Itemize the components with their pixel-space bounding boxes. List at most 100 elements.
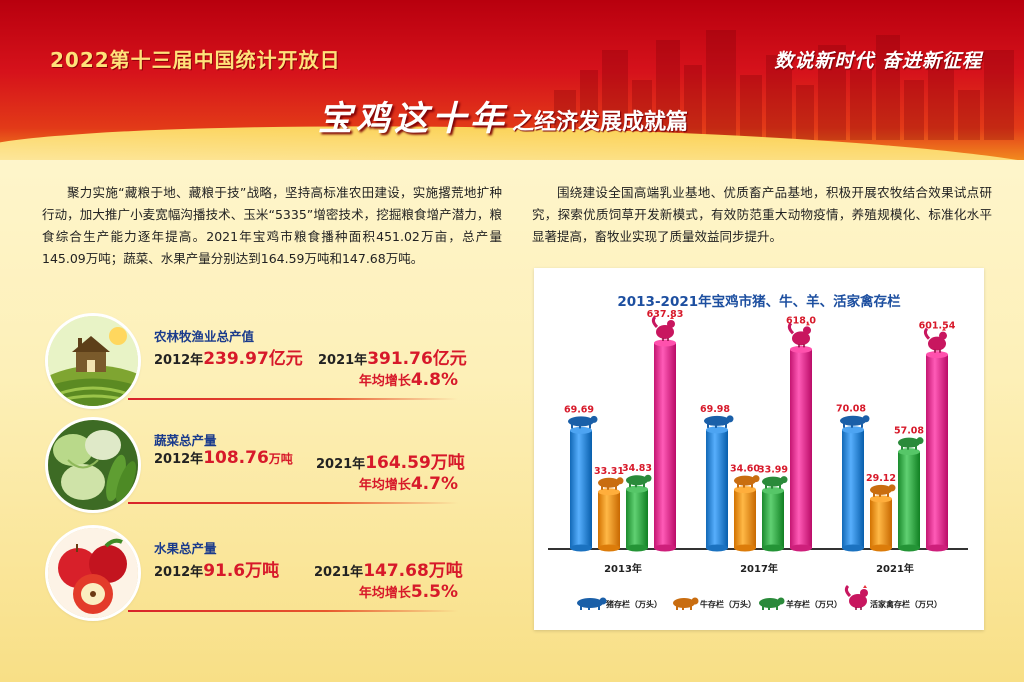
stat-2012: 2012年91.6万吨 <box>154 556 279 581</box>
sheep-icon <box>762 476 788 489</box>
bar-cattle <box>870 498 892 548</box>
stat-divider <box>128 610 458 612</box>
stat-2021: 2021年147.68万吨 <box>314 556 463 581</box>
stat-block-agriculture: 农林牧渔业总产值 2012年239.97亿元 2021年391.76亿元 年均增… <box>48 316 468 412</box>
stat-growth: 年均增长4.7% <box>359 474 458 494</box>
bar-chicken <box>790 349 812 548</box>
stat-year-label: 2021年 <box>316 457 366 472</box>
stat-unit: 万吨 <box>268 452 293 466</box>
bar-cap <box>570 426 592 434</box>
bar-cap <box>706 426 728 434</box>
event-title: 2022第十三届中国统计开放日 <box>50 48 341 72</box>
livestock-chart-card: 69.69 33.31 34.83 637.83 2013年 69.98 34.60 33.9… <box>534 268 984 630</box>
x-tick-label: 2021年 <box>876 562 914 575</box>
stat-value: 147.68 <box>363 561 429 581</box>
stat-2012: 2012年239.97亿元 <box>154 344 303 369</box>
data-label: 29.12 <box>866 473 896 484</box>
x-tick-label: 2013年 <box>604 562 642 575</box>
stat-year-label: 2021年 <box>318 353 368 368</box>
bar-pig <box>570 430 592 548</box>
stat-divider <box>128 502 458 504</box>
bar-cap <box>870 495 892 503</box>
stat-year-label: 2012年 <box>154 565 204 580</box>
vegetables-icon <box>48 420 138 510</box>
main-title-calligraphy: 宝鸡这十年 <box>318 99 508 139</box>
bar-base <box>762 544 784 552</box>
data-label: 637.83 <box>647 309 684 320</box>
stat-growth: 年均增长4.8% <box>359 370 458 390</box>
bar-cattle <box>598 491 620 548</box>
cattle-icon <box>734 475 760 488</box>
main-title-subtitle: 之经济发展成就篇 <box>512 110 689 135</box>
stat-title: 蔬菜总产量 <box>154 433 217 448</box>
farmhouse-icon <box>48 316 138 406</box>
stat-2021: 2021年164.59万吨 <box>316 448 465 473</box>
stat-year-label: 2021年 <box>314 565 364 580</box>
chicken-icon <box>651 315 675 341</box>
chicken-icon <box>787 322 811 348</box>
data-label: 70.08 <box>836 404 866 415</box>
bar-cap <box>762 487 784 495</box>
sheep-icon <box>898 437 924 450</box>
bar-chicken <box>926 354 948 548</box>
stat-2021: 2021年391.76亿元 <box>318 344 467 369</box>
legend-label: 羊存栏（万只） <box>786 599 842 609</box>
bar-base <box>842 544 864 552</box>
stat-growth: 年均增长5.5% <box>359 582 458 602</box>
stat-value: 164.59 <box>365 453 431 473</box>
data-label: 601.54 <box>919 321 956 332</box>
growth-value: 4.7% <box>410 474 458 494</box>
stat-value: 91.6 <box>203 561 246 581</box>
stat-unit: 万吨 <box>428 561 463 581</box>
pig-icon <box>704 415 734 428</box>
bar-base <box>898 544 920 552</box>
stat-2012: 2012年108.76万吨 <box>154 448 293 468</box>
stat-title: 农林牧渔业总产值 <box>154 329 255 344</box>
stat-unit: 亿元 <box>268 349 303 369</box>
bar-sheep <box>626 489 648 548</box>
stat-divider <box>128 398 458 400</box>
bar-base <box>870 544 892 552</box>
sheep-icon <box>759 597 785 610</box>
bar-base <box>790 544 812 552</box>
legend-label: 猪存栏（万头） <box>605 599 662 609</box>
growth-label: 年均增长 <box>358 478 411 493</box>
chart-title: 2013-2021年宝鸡市猪、牛、羊、活家禽存栏 <box>617 294 901 310</box>
apple-icon <box>48 528 138 618</box>
cattle-icon <box>870 484 896 497</box>
stat-unit: 万吨 <box>430 453 465 473</box>
bar-cap <box>654 339 676 347</box>
legend-label: 活家禽存栏（万只） <box>870 599 942 609</box>
cattle-icon <box>598 477 624 490</box>
stat-block-fruit: 水果总产量 2012年91.6万吨 2021年147.68万吨 年均增长5.5% <box>48 528 468 624</box>
bar-base <box>706 544 728 552</box>
stat-title: 水果总产量 <box>154 541 217 556</box>
stat-block-vegetables: 蔬菜总产量 2012年108.76万吨 2021年164.59万吨 年均增长4.… <box>48 420 468 516</box>
bar-pig <box>706 429 728 548</box>
data-label: 34.60 <box>730 464 760 475</box>
livestock-paragraph: 围绕建设全国高端乳业基地、优质畜产品基地，积极开展农牧结合效果试点研究，探索优质… <box>532 185 992 244</box>
sheep-icon <box>626 474 652 488</box>
main-title: 宝鸡这十年 之经济发展成就篇 <box>318 96 688 140</box>
stat-unit: 亿元 <box>432 349 467 369</box>
bar-cattle <box>734 489 756 548</box>
data-label: 618.0 <box>786 315 816 326</box>
bar-cap <box>926 351 948 359</box>
stat-year-label: 2012年 <box>154 452 204 467</box>
pig-icon <box>840 415 870 428</box>
slogan: 数说新时代 奋进新征程 <box>774 50 982 72</box>
chicken-icon <box>844 584 868 610</box>
growth-label: 年均增长 <box>358 586 411 601</box>
bar-cap <box>842 426 864 434</box>
x-tick-label: 2017年 <box>740 562 778 575</box>
pig-icon <box>577 597 607 610</box>
stat-value: 108.76 <box>203 448 269 468</box>
bar-base <box>926 544 948 552</box>
bar-base <box>570 544 592 552</box>
bar-sheep <box>762 490 784 548</box>
city-skyline-graphic <box>554 30 1014 140</box>
grain-paragraph: 聚力实施“藏粮于地、藏粮于技”战略，坚持高标准农田建设，实施撂荒地扩种行动，加大… <box>42 185 502 266</box>
data-label: 57.08 <box>894 426 924 437</box>
data-label: 33.31 <box>594 466 624 477</box>
